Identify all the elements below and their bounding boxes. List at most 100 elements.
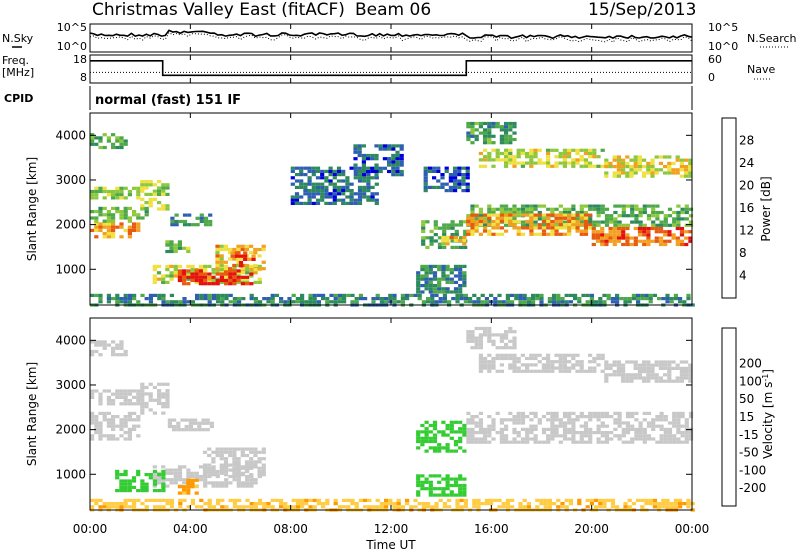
power-cell (630, 210, 635, 215)
velocity-cell (161, 505, 166, 509)
velocity-cell (161, 498, 166, 502)
power-cell (474, 134, 479, 138)
power-cell (144, 180, 149, 184)
velocity-cell (516, 369, 521, 373)
power-cell (493, 297, 498, 301)
power-cell (612, 236, 617, 240)
power-cell (558, 219, 563, 224)
velocity-cell (663, 437, 668, 441)
power-cell (684, 210, 689, 215)
velocity-cell (94, 389, 99, 393)
power-cell (520, 213, 526, 217)
power-cell (518, 293, 523, 297)
power-cell (491, 125, 496, 129)
power-cell (588, 148, 593, 152)
power-cell (353, 176, 358, 180)
velocity-cell (562, 431, 568, 435)
velocity-cell (207, 481, 212, 485)
velocity-cell (152, 465, 157, 469)
power-cell (195, 297, 200, 301)
velocity-cell (583, 421, 589, 425)
velocity-cell (604, 411, 610, 415)
power-cell (436, 185, 441, 189)
power-cell (562, 158, 567, 162)
velocity-cell (630, 437, 635, 441)
power-cell (223, 244, 228, 248)
power-cell (537, 158, 542, 162)
power-cell (688, 165, 693, 169)
power-cell (434, 300, 439, 304)
velocity-cell (432, 449, 438, 453)
velocity-cell (478, 440, 483, 444)
power-cell (461, 173, 466, 177)
velocity-cell (157, 398, 162, 402)
power-cell (423, 189, 428, 193)
velocity-cell (257, 473, 262, 477)
power-cell (648, 300, 653, 304)
power-cell (600, 236, 605, 240)
velocity-cell (127, 392, 132, 396)
power-cell (236, 278, 241, 283)
velocity-cell (579, 424, 584, 428)
velocity-cell (504, 330, 509, 334)
power-cell (203, 282, 208, 286)
power-cell (320, 173, 325, 177)
velocity-cell (186, 468, 191, 472)
power-cell (249, 264, 254, 268)
velocity-cell (550, 431, 555, 435)
velocity-cell (676, 427, 681, 431)
power-cell (190, 278, 195, 283)
power-cell (461, 176, 466, 180)
power-cell (579, 213, 584, 217)
power-cell (182, 282, 187, 286)
velocity-cell (483, 363, 488, 367)
velocity-cell (115, 476, 120, 480)
power-cell (144, 183, 149, 187)
power-cell (537, 232, 542, 236)
power-cell (520, 232, 526, 236)
power-cell (617, 223, 622, 227)
power-cell (320, 192, 325, 196)
power-cell (253, 268, 258, 272)
velocity-cell (144, 405, 149, 409)
velocity-cell (144, 392, 149, 396)
velocity-cell (609, 437, 614, 441)
velocity-cell (261, 466, 266, 470)
power-cell (190, 264, 195, 268)
velocity-cell (604, 366, 609, 370)
velocity-cell (646, 421, 652, 425)
velocity-cell (261, 473, 266, 477)
velocity-cell (629, 360, 634, 364)
power-cell (186, 264, 191, 268)
velocity-cell (459, 505, 464, 509)
velocity-cell (466, 437, 471, 441)
power-cell (236, 257, 241, 261)
power-cell (581, 293, 586, 297)
power-cell (495, 151, 500, 156)
power-cell (247, 257, 252, 261)
freq-series (90, 59, 692, 77)
velocity-cell (642, 379, 647, 383)
velocity-cell (184, 424, 189, 429)
velocity-cell (659, 411, 664, 415)
power-cell (294, 201, 300, 205)
power-cell (370, 153, 375, 158)
power-cell (157, 186, 162, 190)
power-cell (387, 160, 392, 164)
velocity-cell (416, 436, 421, 440)
power-cell (357, 144, 362, 148)
power-cell (642, 165, 647, 169)
power-cell (329, 293, 334, 297)
power-cell (577, 300, 582, 304)
velocity-cell (253, 505, 258, 509)
power-cell (94, 196, 99, 200)
velocity-cell (94, 427, 99, 431)
power-cell (504, 216, 509, 220)
velocity-cell (508, 440, 513, 444)
velocity-cell (658, 366, 663, 370)
power-cell (416, 280, 421, 284)
velocity-cell (504, 346, 509, 350)
velocity-cell (98, 343, 103, 347)
power-cell (474, 213, 479, 217)
velocity-cell (470, 346, 475, 350)
